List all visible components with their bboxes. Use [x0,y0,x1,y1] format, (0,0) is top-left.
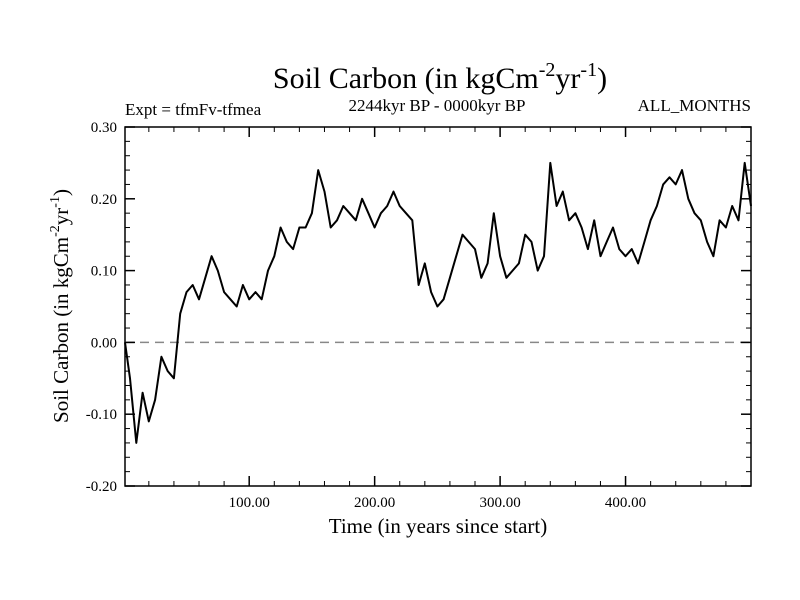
x-tick-label: 200.00 [354,495,395,511]
x-axis-label: Time (in years since start) [329,514,548,538]
chart-title: Soil Carbon (in kgCm-2yr-1) [273,59,607,95]
x-tick-label: 100.00 [229,495,270,511]
y-axis-ticks: -0.20 -0.10 0.00 0.10 0.20 0.30 [86,120,751,495]
x-axis-ticks: 100.00 200.00 300.00 400.00 [148,127,727,511]
y-tick-label: -0.20 [86,479,117,495]
y-tick-label: 0.20 [91,192,117,208]
y-tick-label: -0.10 [86,407,117,423]
y-tick-label: 0.30 [91,120,117,136]
time-range-label: 2244kyr BP - 0000kyr BP [349,96,526,115]
x-tick-label: 300.00 [479,495,520,511]
y-tick-label: 0.10 [91,264,117,280]
months-label: ALL_MONTHS [638,96,751,115]
series-line-tfmFv-tfmea [124,161,752,444]
x-tick-label: 400.00 [605,495,646,511]
y-axis-label: Soil Carbon (in kgCm-2yr-1) [48,189,73,423]
plot-frame [124,126,752,487]
experiment-label: Expt = tfmFv-tfmea [125,100,262,119]
y-tick-label: 0.00 [91,335,117,351]
